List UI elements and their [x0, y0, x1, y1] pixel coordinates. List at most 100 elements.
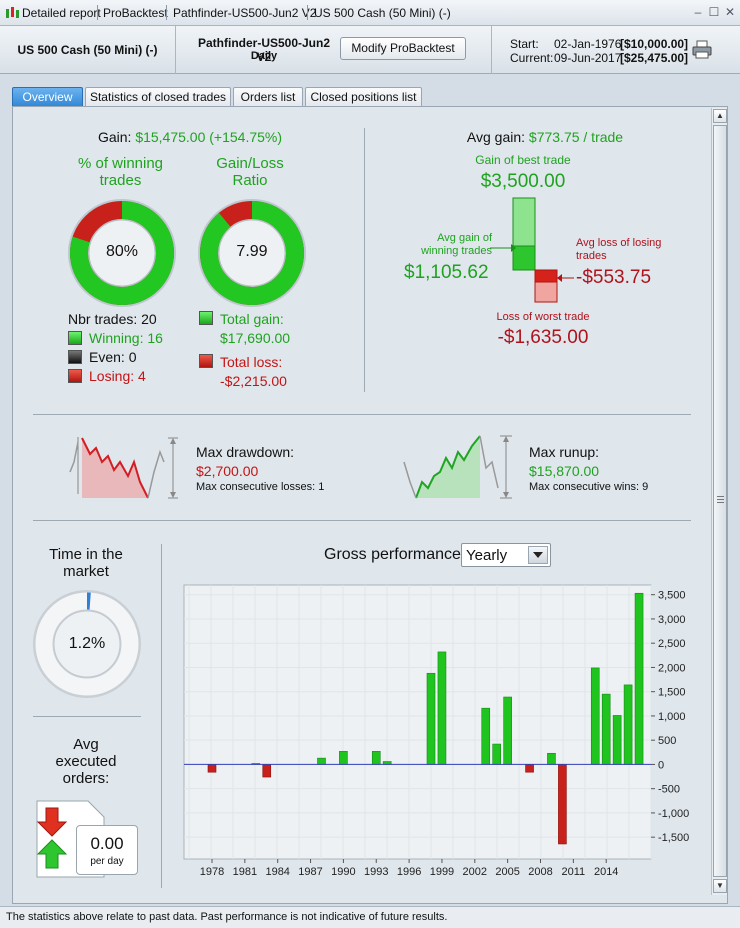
period-select[interactable]: Yearly — [461, 543, 551, 567]
avg-loss-label-line2: trades — [576, 250, 607, 262]
x-tick-label: 1999 — [430, 866, 454, 878]
chevron-down-icon[interactable] — [528, 546, 548, 564]
instrument-label: US 500 Cash (50 Mini) (-) — [17, 43, 158, 57]
x-tick-label: 2002 — [463, 866, 487, 878]
minimize-icon[interactable]: – — [694, 5, 702, 19]
orders-title-line3: orders: — [62, 770, 110, 787]
avg-win-label-line1: Avg gain of — [437, 232, 492, 244]
scroll-up-icon[interactable]: ▲ — [713, 109, 727, 123]
tab-orders-list[interactable]: Orders list — [233, 87, 303, 107]
breadcrumb-detailed-report[interactable]: Detailed report — [22, 6, 101, 20]
ratio-title-line2: Ratio — [232, 172, 268, 189]
avg-orders-title: Avg executed orders: — [33, 736, 139, 787]
trade-range-graphic — [490, 197, 574, 303]
bar-1993 — [371, 751, 381, 765]
winning-pct-title-line2: trades — [99, 172, 142, 189]
start-label: Start: — [510, 37, 539, 51]
divider — [175, 26, 176, 74]
orders-title-line2: executed — [55, 753, 117, 770]
section-divider — [33, 414, 691, 415]
total-gain-value: $17,690.00 — [220, 330, 291, 346]
total-loss-label: Total loss: — [220, 354, 283, 370]
consecutive-losses: Max consecutive losses: 1 — [196, 481, 325, 493]
avg-win-label-line2: winning trades — [421, 245, 492, 257]
total-loss-icon — [199, 354, 213, 368]
y-tick-label: 2,500 — [658, 638, 686, 650]
bar-2005 — [503, 696, 512, 765]
breadcrumb-separator — [166, 5, 167, 20]
y-tick-label: -1,000 — [658, 808, 689, 820]
winning-pct-title: % of winning trades — [58, 155, 183, 189]
time-title-line1: Time in the — [49, 546, 123, 563]
instrument-name: US 500 Cash (50 Mini) (-) — [0, 43, 175, 57]
printer-icon[interactable] — [692, 40, 712, 60]
winning-legend-icon — [68, 331, 82, 345]
nbr-trades: Nbr trades: 20 — [68, 311, 157, 327]
y-tick-label: 3,000 — [658, 614, 686, 626]
bar-2003 — [481, 707, 491, 765]
y-tick-label: 1,000 — [658, 711, 686, 723]
avg-loss-label: Avg loss of losing trades — [576, 237, 661, 263]
scroll-thumb[interactable] — [713, 125, 727, 877]
bar-2014 — [601, 693, 611, 765]
runup-value: $15,870.00 — [529, 463, 600, 479]
gain-value: $15,475.00 (+154.75%) — [135, 129, 283, 145]
system-name: Pathfinder-US500-Jun2 V2 — [197, 36, 331, 64]
info-bar: US 500 Cash (50 Mini) (-) Pathfinder-US5… — [0, 26, 740, 74]
gain-summary: Gain: $15,475.00 (+154.75%) — [60, 129, 320, 145]
restore-icon[interactable]: ☐ — [708, 5, 720, 19]
avg-gain-value: $773.75 / trade — [528, 129, 624, 145]
y-tick-label: 0 — [658, 759, 664, 771]
avg-win-label: Avg gain of winning trades — [420, 232, 492, 258]
bar-1990 — [339, 751, 348, 765]
breadcrumb-instrument[interactable]: US 500 Cash (50 Mini) (-) — [314, 6, 451, 20]
avg-gain-label: Avg gain: — [466, 129, 526, 145]
section-divider — [33, 520, 691, 521]
y-tick-label: 1,500 — [658, 687, 686, 699]
x-tick-label: 1990 — [331, 866, 355, 878]
avg-loss-value: -$553.75 — [576, 267, 652, 288]
breadcrumb-system[interactable]: Pathfinder-US500-Jun2 V2 — [173, 6, 317, 20]
section-divider — [364, 128, 365, 392]
worst-trade-label: Loss of worst trade — [496, 311, 590, 323]
bar-1978 — [207, 764, 217, 773]
y-tick-label: -1,500 — [658, 832, 689, 844]
breadcrumb-separator — [307, 5, 308, 20]
x-tick-label: 2011 — [562, 866, 586, 878]
bar-1988 — [317, 757, 326, 765]
vertical-scrollbar[interactable]: ▲ ▼ — [711, 108, 727, 895]
x-tick-label: 1993 — [364, 866, 388, 878]
time-title-line2: market — [63, 563, 109, 580]
tab-closed-positions[interactable]: Closed positions list — [305, 87, 422, 107]
avg-win-value: $1,105.62 — [404, 262, 489, 283]
x-tick-label: 2005 — [495, 866, 519, 878]
drawdown-sparkline — [69, 437, 178, 499]
bar-2015 — [612, 715, 622, 765]
x-tick-label: 2008 — [528, 866, 552, 878]
close-icon[interactable]: ✕ — [724, 5, 736, 19]
title-bar: Detailed report ProBacktest Pathfinder-U… — [0, 0, 740, 26]
x-tick-label: 1987 — [298, 866, 322, 878]
orders-value-box — [76, 825, 138, 875]
tab-overview[interactable]: Overview — [12, 87, 83, 107]
total-gain-label: Total gain: — [220, 311, 284, 327]
period-select-value: Yearly — [466, 547, 508, 564]
tab-statistics[interactable]: Statistics of closed trades — [85, 87, 231, 107]
winning-pct-donut — [68, 199, 176, 307]
time-in-market-value: 1.2% — [68, 635, 106, 652]
bar-2010 — [558, 764, 567, 845]
x-tick-label: 1996 — [397, 866, 421, 878]
modify-probacktest-button[interactable]: Modify ProBacktest — [340, 37, 466, 60]
start-date: 02-Jan-1976 — [554, 37, 622, 51]
divider — [491, 26, 492, 74]
total-gain-icon — [199, 311, 213, 325]
chart-app-icon — [6, 7, 19, 18]
bar-2017 — [634, 592, 644, 765]
drawdown-label: Max drawdown: — [196, 444, 295, 460]
scroll-down-icon[interactable]: ▼ — [713, 879, 727, 893]
breadcrumb-probacktest[interactable]: ProBacktest — [103, 6, 168, 20]
gain-label: Gain: — [97, 129, 132, 145]
time-in-market-gauge — [33, 590, 141, 698]
time-in-market-title: Time in the market — [33, 546, 139, 580]
bar-2013 — [590, 667, 600, 765]
